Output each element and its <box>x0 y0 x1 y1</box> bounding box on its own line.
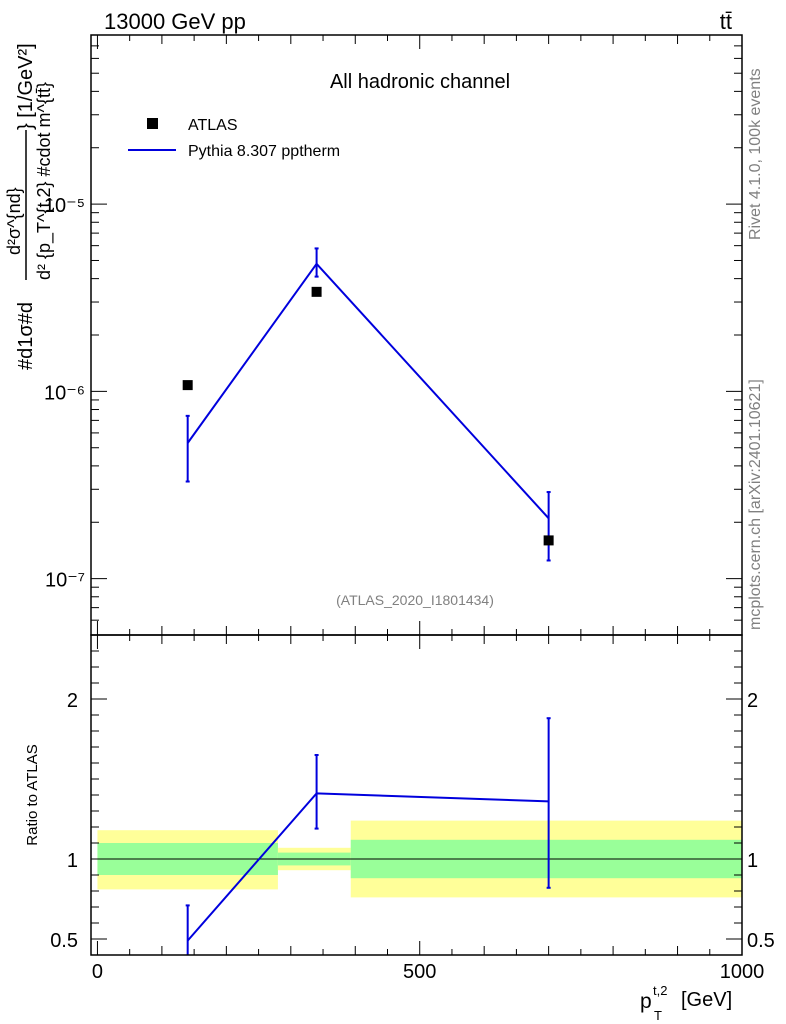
axes-ticks: 0 500 1000 10⁻⁷ 10⁻⁶ 10⁻⁵ 0.5 0.5 1 1 2 2 <box>44 34 775 983</box>
main-ylabel: #d1σ#d d²σ^{nd} d² {p_T^{t,2} #cdot m^{t… <box>4 43 55 370</box>
x-axis-label: p t,2 T [GeV] <box>640 983 732 1023</box>
plot-title: All hadronic channel <box>330 71 510 93</box>
x-tick-label-0: 0 <box>92 961 103 983</box>
main-ylabel-unit: } [1/GeV²] <box>15 43 37 130</box>
ratio-ylabel: Ratio to ATLAS <box>24 744 41 845</box>
ratio-ytick-label-left-1: 1 <box>67 850 78 872</box>
analysis-id: (ATLAS_2020_I1801434) <box>336 592 494 608</box>
source-label: mcplots.cern.ch [arXiv:2401.10621] <box>747 379 764 630</box>
main-ylabel-left: #d1σ#d <box>15 302 37 370</box>
process-label: tt̄ <box>720 9 732 34</box>
data-series <box>182 247 554 955</box>
legend-atlas-marker <box>147 118 158 129</box>
x-axis-label-sub: T <box>654 1008 662 1023</box>
ratio-panel-frame <box>90 634 743 956</box>
energy-label: 13000 GeV pp <box>104 9 246 34</box>
main-ytick-label-1: 10⁻⁶ <box>44 382 85 404</box>
legend: ATLAS Pythia 8.307 pptherm <box>128 117 340 160</box>
x-axis-label-p: p <box>640 990 652 1013</box>
rivet-version-label: Rivet 4.1.0, 100k events <box>747 68 764 240</box>
main-ylabel-numerator: d²σ^{nd} <box>4 187 24 255</box>
legend-atlas-label: ATLAS <box>188 117 238 134</box>
main-ytick-label-0: 10⁻⁷ <box>45 570 85 592</box>
main-ytick-label-2: 10⁻⁵ <box>44 195 85 217</box>
ratio-ytick-label-right-1: 1 <box>747 850 758 872</box>
atlas-point-1 <box>311 286 322 297</box>
ratio-uncertainty-bands <box>91 820 742 898</box>
x-tick-label-1000: 1000 <box>720 961 765 983</box>
x-axis-label-sup: t,2 <box>653 983 667 998</box>
x-tick-label-500: 500 <box>403 961 436 983</box>
ratio-ytick-label-right-2: 2 <box>747 690 758 712</box>
pythia-main-line <box>186 262 550 519</box>
ratio-ytick-label-right-0.5: 0.5 <box>747 930 775 952</box>
x-axis-label-unit: [GeV] <box>681 989 732 1011</box>
main-ylabel-denominator: d² {p_T^{t,2} #cdot m^{tt̄} <box>34 82 55 280</box>
legend-pythia-label: Pythia 8.307 pptherm <box>188 143 340 160</box>
ratio-ytick-label-left-2: 2 <box>67 690 78 712</box>
ratio-series-group <box>185 717 551 955</box>
atlas-point-0 <box>182 380 193 391</box>
ratio-ytick-label-left-0.5: 0.5 <box>50 930 78 952</box>
atlas-point-2 <box>543 535 554 546</box>
